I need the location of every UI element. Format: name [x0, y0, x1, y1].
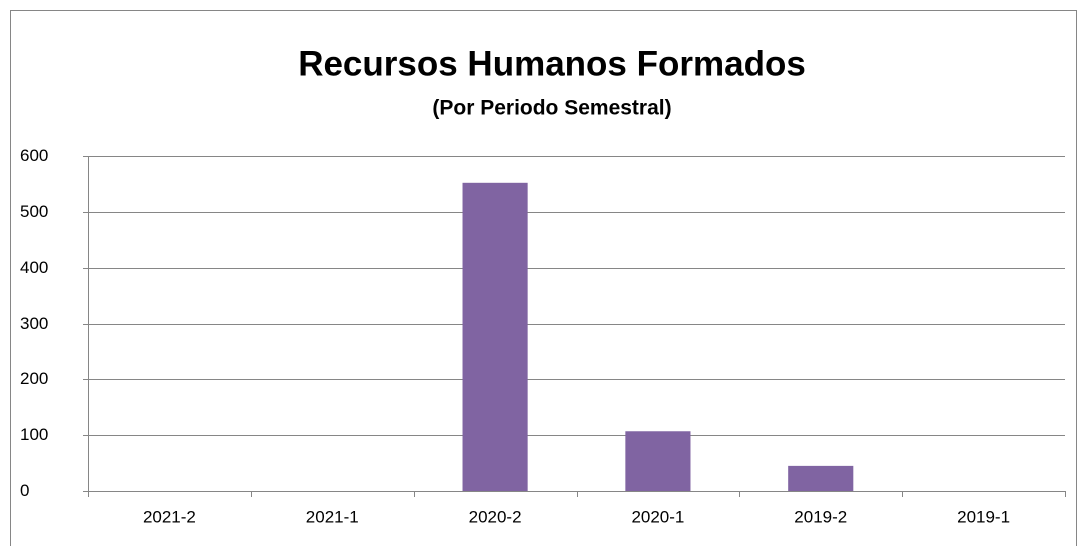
bar [625, 431, 691, 491]
chart-frame [10, 10, 1077, 546]
x-tick-label: 2020-2 [469, 507, 522, 526]
y-tick-label: 400 [20, 258, 48, 277]
chart-subtitle: (Por Periodo Semestral) [432, 97, 671, 120]
x-tick-label: 2020-1 [631, 507, 684, 526]
bar [788, 465, 854, 491]
y-tick-label: 500 [20, 202, 48, 221]
bar [462, 182, 528, 492]
y-tick-label: 100 [20, 425, 48, 444]
y-tick-label: 0 [20, 481, 29, 500]
y-tick-label: 600 [20, 146, 48, 165]
x-tick-label: 2019-1 [957, 507, 1010, 526]
x-tick-label: 2019-2 [794, 507, 847, 526]
y-tick-label: 300 [20, 314, 48, 333]
x-tick-label: 2021-2 [143, 507, 196, 526]
y-tick-label: 200 [20, 369, 48, 388]
x-tick-label: 2021-1 [306, 507, 359, 526]
chart-title: Recursos Humanos Formados [298, 44, 806, 83]
